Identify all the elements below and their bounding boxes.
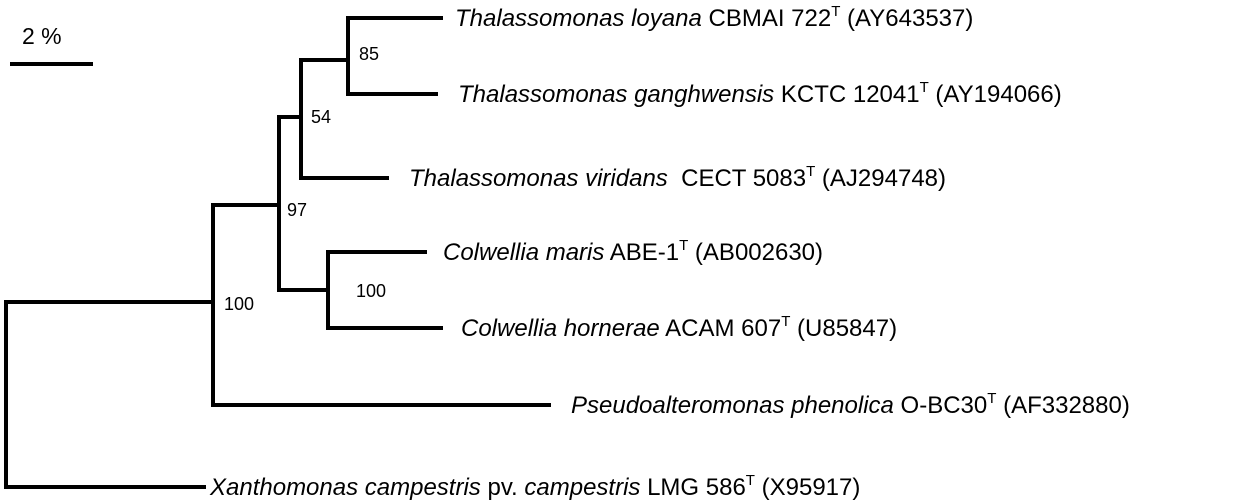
strain: CECT 5083 [668, 165, 806, 192]
strain: ACAM 607 [660, 315, 781, 342]
type-strain-mark: T [806, 163, 815, 180]
accession: (AB002630) [688, 239, 823, 266]
strain: KCTC 12041 [774, 81, 919, 108]
strain: ABE-1 [604, 239, 679, 266]
bootstrap-97: 97 [287, 200, 307, 220]
type-strain-mark: T [679, 237, 688, 254]
bootstrap-100-colwellia: 100 [356, 281, 386, 301]
accession: (AY643537) [840, 5, 973, 32]
branch-root [4, 300, 215, 489]
strain: CBMAI 722 [702, 5, 831, 32]
taxon-labels: Thalassomonas loyana CBMAI 722T (AY64353… [209, 3, 1130, 501]
tree-branches [4, 16, 551, 489]
taxon-label-colwellia-hornerae: Colwellia hornerae ACAM 607T (U85847) [461, 313, 897, 342]
strain: LMG 586 [640, 474, 745, 501]
accession: (AJ294748) [815, 165, 946, 192]
taxon-label-colwellia-maris: Colwellia maris ABE-1T (AB002630) [443, 237, 823, 266]
accession: (AF332880) [996, 392, 1129, 419]
pathovar-abbreviation: pv. [481, 474, 525, 501]
branch-node-100-root [211, 203, 551, 407]
taxon-label-xanthomonas-campestris: Xanthomonas campestris pv. campestris LM… [209, 472, 860, 501]
branch-node-85 [346, 16, 443, 96]
branch-node-100-colwellia [326, 250, 443, 330]
accession: (U85847) [790, 315, 897, 342]
scale-bar-label: 2 % [22, 23, 62, 49]
bootstrap-100-root: 100 [224, 294, 254, 314]
bootstrap-54: 54 [311, 107, 331, 127]
type-strain-mark: T [987, 390, 996, 407]
bootstrap-values: 85 54 97 100 100 [224, 44, 386, 314]
accession: (AY194066) [929, 81, 1062, 108]
taxon-label-pseudoalteromonas-phenolica: Pseudoalteromonas phenolica O-BC30T (AF3… [571, 390, 1130, 419]
branch-node-54 [299, 58, 389, 180]
strain: O-BC30 [894, 392, 987, 419]
pathovar-name: campestris [524, 474, 640, 501]
type-strain-mark: T [920, 79, 929, 96]
species-name: Thalassomonas ganghwensis [458, 81, 774, 108]
branch-node-97 [277, 115, 330, 292]
scale-bar: 2 % [10, 23, 93, 66]
type-strain-mark: T [746, 472, 755, 489]
taxon-label-thalassomonas-loyana: Thalassomonas loyana CBMAI 722T (AY64353… [455, 3, 973, 32]
species-name: Thalassomonas loyana [455, 5, 702, 32]
species-name: Pseudoalteromonas phenolica [571, 392, 894, 419]
type-strain-mark: T [831, 3, 840, 20]
species-name: Thalassomonas viridans [409, 165, 668, 192]
bootstrap-85: 85 [359, 44, 379, 64]
species-name: Colwellia hornerae [461, 315, 660, 342]
taxon-label-thalassomonas-viridans: Thalassomonas viridans CECT 5083T (AJ294… [409, 163, 946, 192]
species-name: Colwellia maris [443, 239, 604, 266]
species-name: Xanthomonas campestris [209, 474, 481, 501]
accession: (X95917) [755, 474, 860, 501]
type-strain-mark: T [781, 313, 790, 330]
taxon-label-thalassomonas-ganghwensis: Thalassomonas ganghwensis KCTC 12041T (A… [458, 79, 1062, 108]
